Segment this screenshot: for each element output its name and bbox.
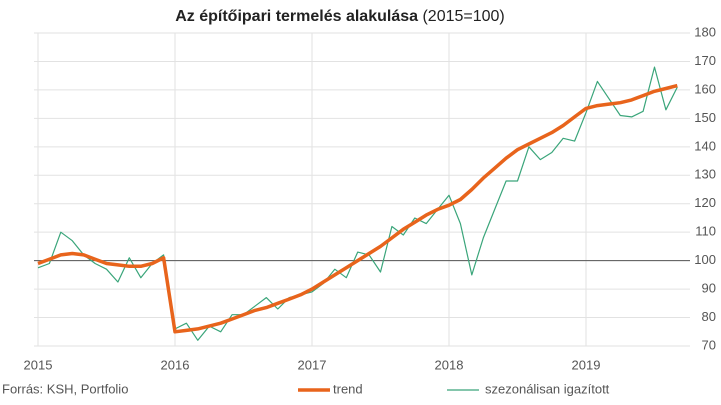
y-tick-label: 90 [702, 281, 716, 296]
title-main: Az építőipari termelés alakulása [175, 8, 418, 25]
y-tick-label: 70 [702, 337, 716, 352]
y-tick-label: 80 [702, 309, 716, 324]
x-tick-label: 2017 [298, 357, 327, 372]
series-line [37, 66, 678, 341]
legend-label: trend [333, 381, 363, 396]
y-tick-label: 170 [694, 53, 716, 68]
y-tick-label: 100 [694, 252, 716, 267]
y-tick-label: 140 [694, 138, 716, 153]
x-tick-label: 2018 [435, 357, 464, 372]
title-note: (2015=100) [422, 8, 504, 25]
y-tick-label: 110 [695, 224, 716, 239]
y-tick-label: 150 [694, 110, 716, 125]
x-tick-label: 2016 [161, 357, 190, 372]
source: Forrás: KSH, Portfolio [2, 381, 128, 396]
legend-label: szezonálisan igazított [485, 381, 610, 396]
y-tick-label: 120 [694, 195, 716, 210]
series-line [37, 83, 678, 334]
y-tick-label: 180 [694, 24, 716, 39]
x-tick-label: 2019 [572, 357, 601, 372]
y-tick-label: 130 [694, 167, 716, 182]
y-tick-label: 160 [694, 81, 716, 96]
x-tick-label: 2015 [24, 357, 53, 372]
chart-title: Az építőipari termelés alakulása (2015=1… [175, 8, 505, 25]
